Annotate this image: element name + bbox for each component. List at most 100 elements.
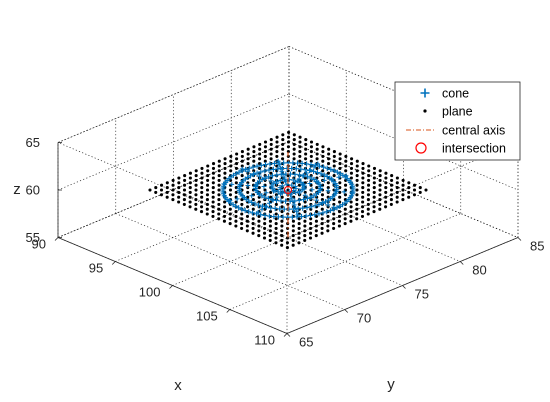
plane-point-19 xyxy=(258,142,262,146)
cone-point-86 xyxy=(324,209,330,215)
cone-point-270 xyxy=(261,184,267,189)
cone-point-2 xyxy=(337,203,343,209)
cone-point-46 xyxy=(233,171,239,177)
plane-point-616 xyxy=(378,207,382,211)
plane-point-186 xyxy=(252,178,256,182)
plane-point-501 xyxy=(268,234,272,238)
plane-point-591 xyxy=(372,205,376,209)
plane-point-468 xyxy=(355,188,359,192)
plane-point-601 xyxy=(291,243,295,247)
plane-point-172 xyxy=(309,150,313,154)
plane-point-13 xyxy=(223,157,227,161)
cone-point-232 xyxy=(325,188,331,194)
plane-point-553 xyxy=(291,234,295,238)
cone-point-145 xyxy=(281,206,287,212)
plane-point-378 xyxy=(251,217,255,221)
plane-point-130 xyxy=(205,188,210,192)
plane-point-0 xyxy=(148,188,152,192)
plane-point-227 xyxy=(211,205,215,209)
plane-point-427 xyxy=(257,224,261,228)
plane-point-502 xyxy=(274,231,278,235)
cone-point-196 xyxy=(300,196,307,203)
plane-point-360 xyxy=(286,198,290,202)
plane-point-444 xyxy=(355,183,359,187)
plane-point-367 xyxy=(326,181,330,185)
plane-point-61 xyxy=(223,166,227,170)
plane-point-563 xyxy=(349,210,353,214)
cone-point-66 xyxy=(239,206,245,212)
cone-point-63 xyxy=(230,202,236,208)
plane-point-1 xyxy=(154,186,158,190)
plane-point-74 xyxy=(298,135,302,139)
plane-point-351 xyxy=(234,219,238,223)
plane-point-414 xyxy=(320,193,325,197)
plane-point-229 xyxy=(223,200,227,204)
plane-point-489 xyxy=(338,200,342,204)
cone-point-229 xyxy=(301,186,307,192)
z-tick-label-2: 65 xyxy=(26,135,40,150)
cone-point-81 xyxy=(303,213,309,219)
plane-point-34 xyxy=(206,169,210,173)
plane-point-519 xyxy=(372,190,376,194)
cone-point-68 xyxy=(246,209,252,215)
plane-point-88 xyxy=(240,164,244,168)
cone-point-87 xyxy=(327,207,333,214)
plane-point-571 xyxy=(395,190,399,194)
cone-point-262 xyxy=(268,178,274,184)
plane-point-401 xyxy=(245,224,249,228)
plane-point-180 xyxy=(217,193,221,197)
plane-point-555 xyxy=(303,229,307,233)
plane-point-442 xyxy=(343,188,348,192)
z-axis-label: z xyxy=(13,181,21,198)
plane-point-170 xyxy=(298,154,302,158)
plane-point-574 xyxy=(413,183,417,187)
cone-point-143 xyxy=(272,205,278,212)
plane-point-31 xyxy=(188,176,192,180)
plane-point-194 xyxy=(298,159,302,163)
cone-point-146 xyxy=(286,206,292,212)
plane-point-176 xyxy=(194,202,198,206)
plane-point-314 xyxy=(298,183,302,187)
plane-point-30 xyxy=(183,178,187,182)
plane-point-597 xyxy=(407,190,411,194)
plane-point-25 xyxy=(154,190,158,194)
cone-point-231 xyxy=(317,187,323,193)
plane-point-542 xyxy=(366,198,370,202)
plane-point-453 xyxy=(268,224,272,228)
plane-point-6 xyxy=(183,174,187,178)
plane-point-91 xyxy=(258,157,262,161)
plane-point-36 xyxy=(217,164,221,168)
plane-point-121 xyxy=(292,147,296,151)
plane-point-586 xyxy=(343,217,347,221)
plane-point-612 xyxy=(355,217,359,221)
plane-point-590 xyxy=(366,207,370,211)
plane-point-246 xyxy=(321,159,325,163)
cone-point-142 xyxy=(268,205,274,211)
y-tick-mark-4 xyxy=(517,237,522,241)
plane-point-618 xyxy=(389,202,393,206)
plane-point-8 xyxy=(194,169,198,173)
grid-line-x-floor-2 xyxy=(115,165,347,262)
plane-point-4 xyxy=(171,178,175,182)
plane-point-152 xyxy=(194,198,198,202)
cone-point-138 xyxy=(252,201,258,207)
plane-point-411 xyxy=(303,200,307,204)
plane-point-129 xyxy=(200,190,204,194)
plane-point-588 xyxy=(355,212,359,216)
cone-point-141 xyxy=(263,204,270,210)
plane-point-524 xyxy=(401,178,405,182)
cone-point-76 xyxy=(280,214,286,220)
plane-point-418 xyxy=(344,183,348,187)
plane-point-46 xyxy=(275,140,279,144)
plane-point-620 xyxy=(401,198,405,202)
plane-point-136 xyxy=(240,174,244,178)
cone-point-269 xyxy=(269,184,275,190)
x-tick-label-2: 100 xyxy=(139,285,161,300)
legend-label-intersection: intersection xyxy=(442,142,506,156)
cone-point-67 xyxy=(242,207,248,214)
plane-point-582 xyxy=(320,226,324,230)
plane-point-581 xyxy=(314,229,318,233)
y-tick-mark-0 xyxy=(286,333,291,337)
plane-point-448 xyxy=(378,174,382,178)
plane-point-621 xyxy=(407,195,411,199)
